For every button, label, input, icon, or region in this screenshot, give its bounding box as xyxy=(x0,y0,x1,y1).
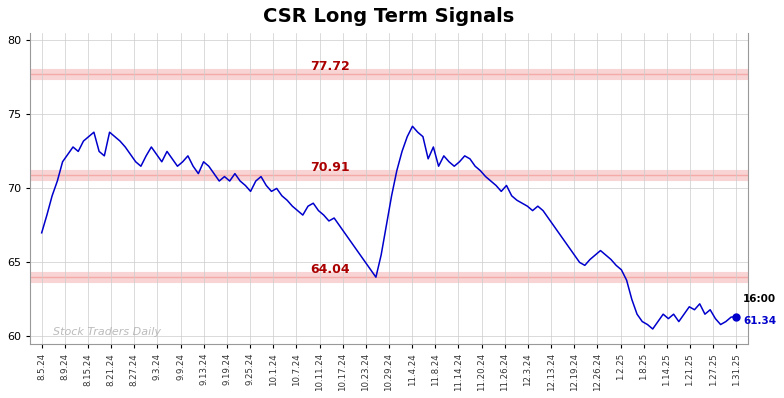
Text: Stock Traders Daily: Stock Traders Daily xyxy=(53,327,162,337)
Text: 77.72: 77.72 xyxy=(310,60,350,74)
Text: 64.04: 64.04 xyxy=(310,263,350,276)
Title: CSR Long Term Signals: CSR Long Term Signals xyxy=(263,7,514,26)
Text: 16:00: 16:00 xyxy=(743,294,776,304)
Text: 70.91: 70.91 xyxy=(310,161,350,174)
Text: 61.34: 61.34 xyxy=(743,316,776,326)
